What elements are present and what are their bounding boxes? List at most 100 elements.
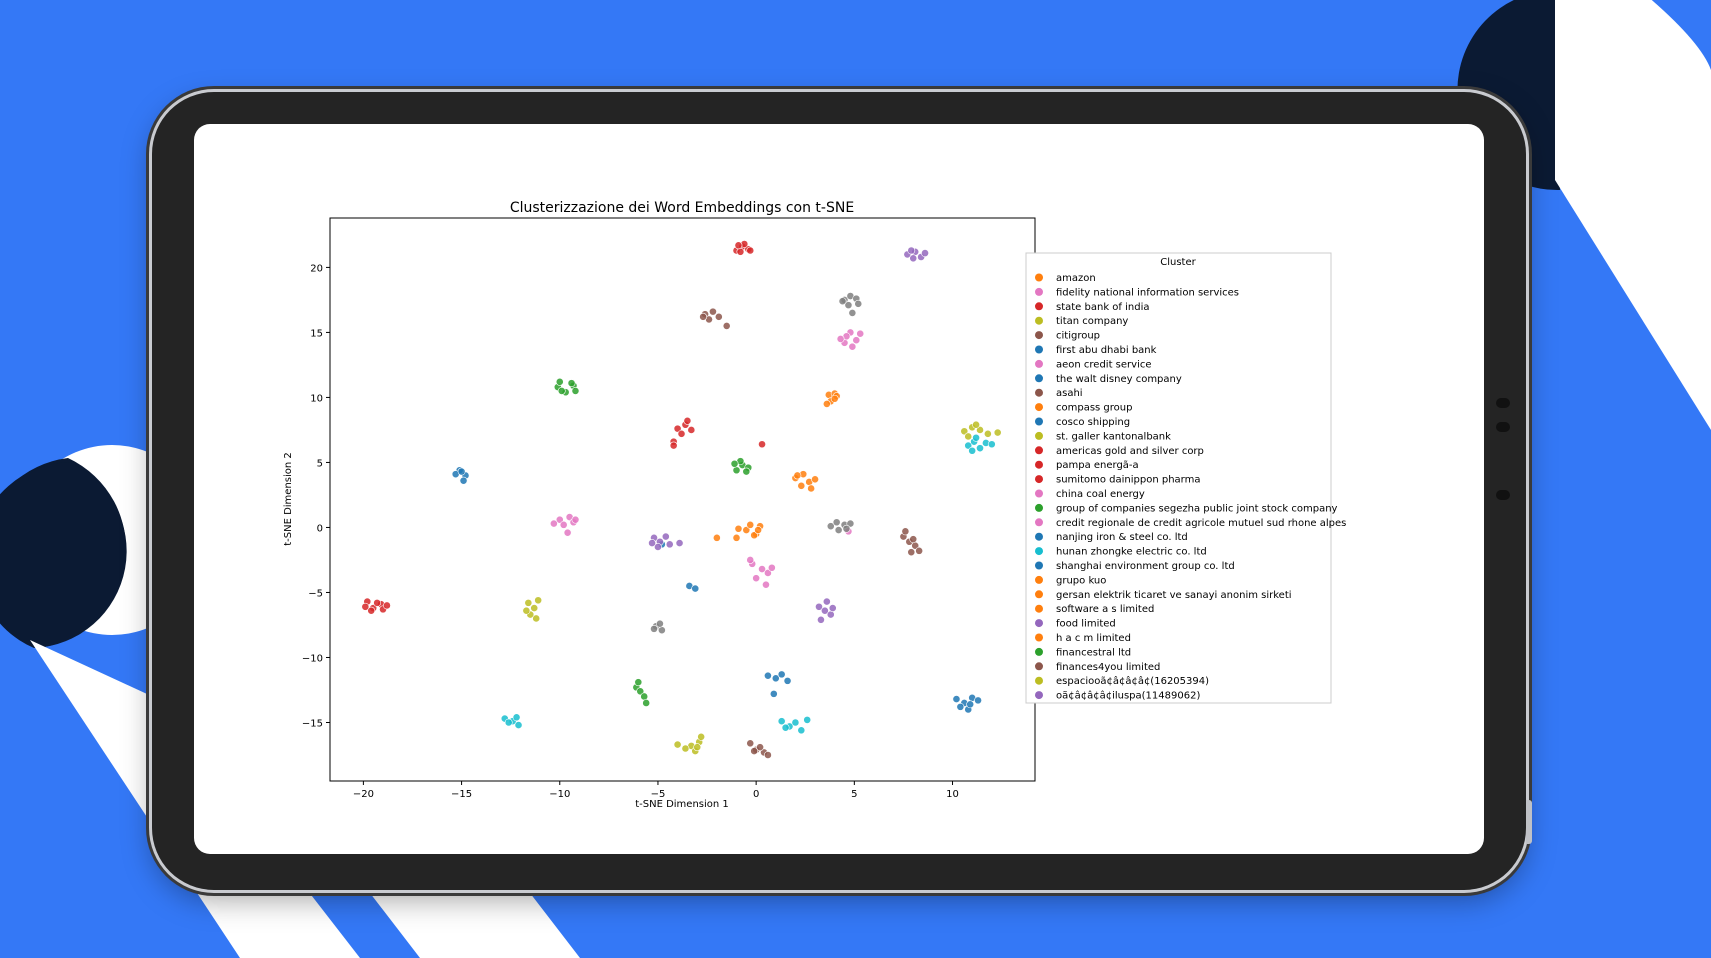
y-tick-label: 10 [310,393,323,404]
legend-label: food limited [1056,619,1116,630]
legend-marker [1035,590,1043,599]
legend-marker [1035,331,1043,340]
y-tick-label: 0 [317,523,323,534]
legend-entries: amazon fidelity national information serv… [1035,273,1346,702]
data-point [972,420,980,429]
data-point [901,527,910,536]
legend-marker [1035,316,1043,325]
legend-box [1025,252,1332,704]
data-point [769,689,778,698]
data-point [642,699,651,707]
data-point [820,606,829,615]
legend-marker [1035,302,1043,311]
data-point [983,429,992,438]
tablet-device: Clusterizzazione dei Word Embeddings con… [152,92,1532,890]
data-point [838,297,847,306]
data-point [762,580,770,589]
data-point [826,610,835,619]
legend-marker [1035,604,1043,613]
tablet-sensor-dot [1496,422,1510,432]
legend-label: software a s limited [1056,604,1154,615]
data-point [459,476,468,485]
data-point [669,441,678,450]
data-point [746,739,755,748]
data-point [734,241,743,250]
data-point [907,246,916,255]
data-point [712,533,721,542]
y-tick-label: 5 [317,458,323,469]
scatter-chart: Clusterizzazione dei Word Embeddings con… [283,200,1346,810]
data-point [673,424,682,433]
data-point [673,740,682,749]
data-point [559,520,568,529]
legend-marker [1035,691,1043,700]
legend-marker [1035,374,1043,383]
data-point [960,427,969,436]
data-point [856,329,865,338]
data-point [732,466,741,475]
y-tick-label: −5 [308,588,323,599]
data-point [834,526,843,534]
data-point [571,387,580,395]
data-point [656,619,664,628]
data-point [777,717,786,726]
y-tick-label: 15 [310,328,323,339]
data-point [549,519,558,528]
data-point [921,249,929,258]
data-point [512,713,521,722]
data-point [514,721,523,729]
data-point [764,569,772,577]
data-point [750,531,759,540]
legend-label: hunan zhongke electric co. ltd [1056,547,1207,558]
data-point [968,446,977,455]
data-point [530,604,539,612]
data-point [993,428,1002,437]
data-point [383,601,391,610]
y-axis-label: t-SNE Dimension 2 [283,452,294,546]
data-point [791,718,800,727]
legend-label: group of companies segezha public joint … [1056,503,1338,514]
data-point [736,247,745,256]
data-point [457,467,466,476]
data-point [650,624,658,633]
data-point [373,598,382,607]
data-point [691,584,700,593]
data-point [976,426,984,434]
legend-marker [1035,575,1043,584]
y-tick-label: −10 [302,653,323,664]
legend-label: credit regionale de credit agricole mutu… [1056,518,1346,529]
data-point [675,539,684,547]
legend-marker [1035,532,1043,541]
data-point [752,574,761,583]
legend-label: oã¢â¢â¢â¢iluspa(11489062) [1056,690,1200,702]
data-point [750,747,759,755]
axis-ticks: −20 −15 −10 −5 0 5 10 −15 −10 −5 0 5 10 15 20 [302,263,959,800]
data-point [361,602,370,611]
legend-label: fidelity national information services [1056,287,1239,298]
data-point [793,471,802,480]
x-axis-label: t-SNE Dimension 1 [635,799,729,810]
legend-label: first abu dhabi bank [1056,345,1157,356]
data-point [854,299,863,308]
legend-marker [1035,503,1043,512]
legend-label: financestral ltd [1056,647,1131,658]
legend-label: h a c m limited [1056,633,1131,644]
data-point [504,718,513,727]
x-tick-label: −10 [549,789,570,800]
data-point [709,307,717,316]
data-point [909,254,918,263]
legend-label: amazon [1056,273,1096,284]
data-point [956,702,965,711]
data-point [730,459,739,468]
data-point [828,604,837,612]
legend-marker [1035,359,1043,368]
data-point [974,696,982,705]
data-point [907,548,916,557]
data-point [754,526,763,534]
legend-label: the walt disney company [1056,374,1182,385]
x-tick-label: 5 [851,789,857,800]
x-tick-label: 0 [753,789,759,800]
legend-label: titan company [1056,316,1128,327]
data-point [964,441,973,450]
data-point [742,467,751,476]
